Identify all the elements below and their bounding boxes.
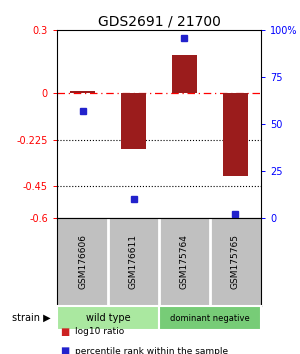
Bar bbox=[70, 91, 95, 93]
Bar bbox=[159, 306, 261, 330]
Bar bbox=[57, 306, 159, 330]
Text: dominant negative: dominant negative bbox=[170, 314, 250, 322]
Text: strain ▶: strain ▶ bbox=[12, 313, 51, 323]
Text: ■: ■ bbox=[60, 346, 69, 354]
Title: GDS2691 / 21700: GDS2691 / 21700 bbox=[98, 15, 220, 29]
Text: GSM175764: GSM175764 bbox=[180, 234, 189, 290]
Bar bbox=[172, 55, 197, 93]
Text: GSM175765: GSM175765 bbox=[231, 234, 240, 290]
Text: GSM176606: GSM176606 bbox=[78, 234, 87, 290]
Text: wild type: wild type bbox=[86, 313, 130, 323]
Text: ■: ■ bbox=[60, 327, 69, 337]
Text: GSM176611: GSM176611 bbox=[129, 234, 138, 290]
Bar bbox=[121, 93, 146, 149]
Text: percentile rank within the sample: percentile rank within the sample bbox=[75, 347, 228, 354]
Bar bbox=[223, 93, 248, 176]
Text: log10 ratio: log10 ratio bbox=[75, 327, 124, 336]
